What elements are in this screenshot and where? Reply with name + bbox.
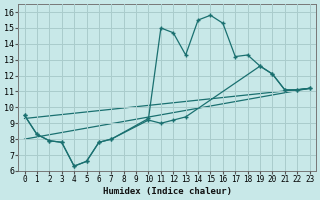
X-axis label: Humidex (Indice chaleur): Humidex (Indice chaleur) — [103, 187, 232, 196]
